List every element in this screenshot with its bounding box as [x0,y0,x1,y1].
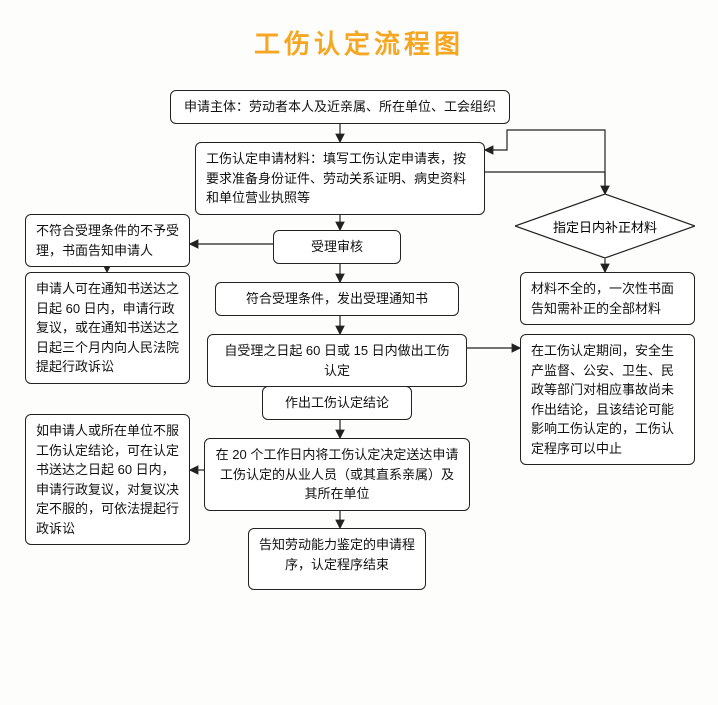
chart-title: 工伤认定流程图 [0,24,718,61]
node-n1: 申请主体：劳动者本人及近亲属、所在单位、工会组织 [170,90,510,124]
node-nL3: 如申请人或所在单位不服工伤认定结论，可在认定书送达之日起 60 日内，申请行政复… [25,414,190,545]
node-n7: 在 20 个工作日内将工伤认定决定送达申请工伤认定的从业人员（或其直系亲属）及其… [204,438,470,511]
edge-n2-nR1 [485,172,605,194]
node-n8: 告知劳动能力鉴定的申请程序，认定程序结束 [248,528,426,590]
node-n2: 工伤认定申请材料：填写工伤认定申请表，按要求准备身份证件、劳动关系证明、病史资料… [195,142,485,215]
node-nL2: 申请人可在通知书送达之日起 60 日内，申请行政复议，或在通知书送达之日起三个月… [25,272,190,384]
node-nL1: 不符合受理条件的不予受理，书面告知申请人 [25,214,190,267]
edge-nD-n2 [485,130,605,194]
node-label: 指定日内补正材料 [515,194,695,258]
node-nR2: 在工伤认定期间，安全生产监督、公安、卫生、民政等部门对相应事故尚未作出结论，且该… [520,334,695,465]
node-n6: 作出工伤认定结论 [262,386,412,420]
node-n5: 自受理之日起 60 日或 15 日内做出工伤认定 [207,334,467,387]
node-n4: 符合受理条件，发出受理通知书 [215,282,459,316]
node-n3: 受理审核 [273,230,401,264]
node-nD: 指定日内补正材料 [515,194,695,258]
node-nR1: 材料不全的，一次性书面告知需补正的全部材料 [520,272,695,325]
